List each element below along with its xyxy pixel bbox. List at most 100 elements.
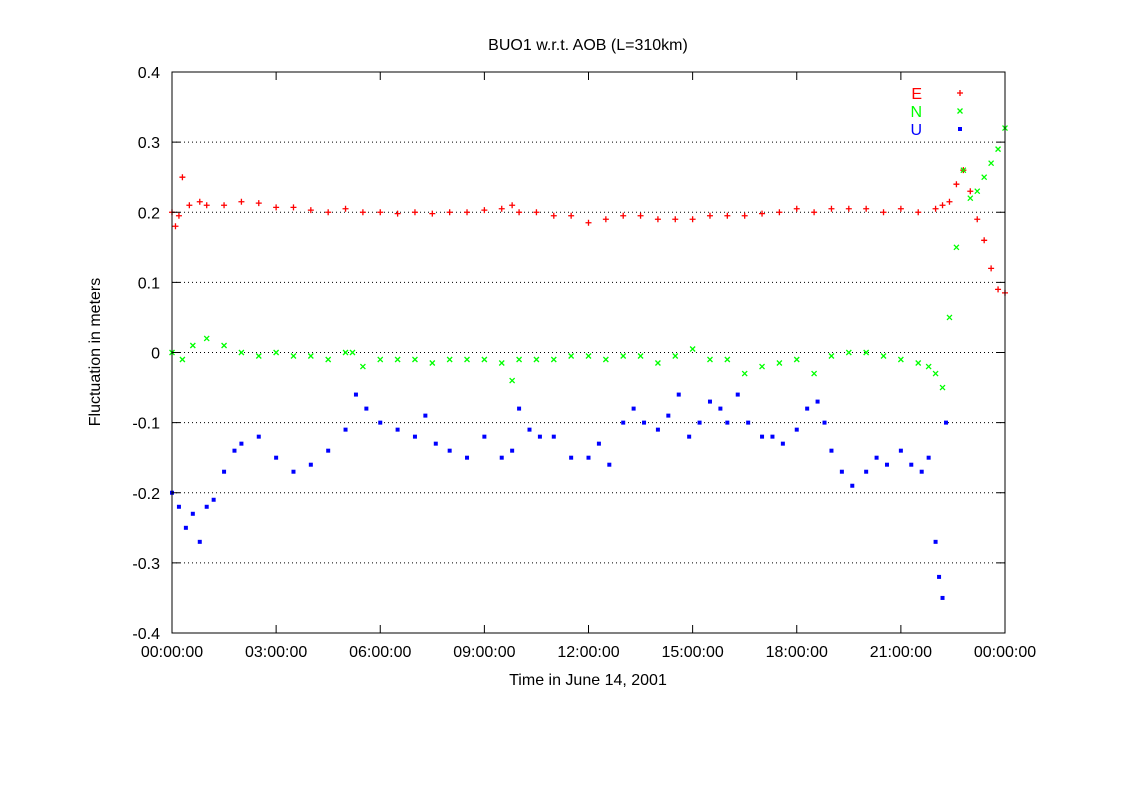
data-point	[933, 539, 938, 544]
data-point	[654, 216, 661, 223]
data-point	[412, 434, 417, 439]
data-point	[725, 420, 730, 425]
data-point	[988, 160, 995, 167]
series-e	[169, 167, 1008, 296]
y-tick-label: 0	[151, 346, 160, 363]
data-point	[741, 370, 748, 377]
data-point	[179, 174, 186, 181]
data-point	[308, 462, 313, 467]
x-tick-label: 00:00:00	[974, 644, 1036, 661]
data-point	[689, 216, 696, 223]
data-point	[326, 448, 331, 453]
data-point	[602, 216, 609, 223]
data-point	[706, 212, 713, 219]
data-point	[197, 539, 202, 544]
data-point	[255, 353, 262, 359]
data-point	[620, 212, 627, 219]
data-point	[423, 413, 428, 418]
data-point	[974, 188, 981, 195]
legend-label: N	[910, 104, 922, 121]
data-point	[631, 406, 636, 411]
data-point	[273, 204, 280, 211]
data-point	[828, 353, 835, 359]
data-point	[642, 420, 647, 425]
data-point	[811, 209, 818, 216]
data-point	[995, 146, 1002, 153]
data-point	[741, 212, 748, 219]
data-point	[377, 209, 384, 216]
data-point	[793, 205, 800, 212]
data-point	[273, 349, 280, 356]
data-point	[221, 342, 228, 349]
data-point	[687, 434, 692, 439]
data-point	[925, 363, 932, 370]
data-point	[290, 353, 297, 359]
data-point	[915, 209, 922, 216]
data-point	[464, 209, 471, 216]
data-point	[433, 441, 438, 446]
data-point	[325, 356, 332, 363]
data-point	[527, 427, 532, 432]
data-point	[203, 202, 210, 209]
data-point	[411, 356, 418, 363]
x-tick-label: 21:00:00	[870, 644, 932, 661]
data-point	[364, 406, 369, 411]
data-point	[776, 209, 783, 216]
data-point	[967, 195, 974, 202]
data-point	[672, 353, 679, 359]
data-point	[620, 353, 627, 359]
data-point	[481, 356, 488, 363]
data-point	[897, 356, 904, 363]
data-point	[550, 356, 557, 363]
data-point	[850, 483, 855, 488]
data-point	[533, 356, 540, 363]
data-point	[828, 205, 835, 212]
data-point	[378, 420, 383, 425]
data-point	[183, 525, 188, 530]
data-point	[829, 448, 834, 453]
data-point	[939, 384, 946, 391]
data-point	[863, 349, 870, 356]
data-point	[255, 200, 262, 207]
x-tick-label: 18:00:00	[766, 644, 828, 661]
data-point	[274, 455, 279, 460]
data-point	[325, 209, 332, 216]
data-point	[186, 202, 193, 209]
data-point	[863, 205, 870, 212]
data-point	[342, 349, 349, 356]
x-tick-label: 09:00:00	[453, 644, 515, 661]
x-axis-label: Time in June 14, 2001	[509, 672, 667, 689]
data-point	[411, 209, 418, 216]
data-point	[666, 413, 671, 418]
legend-marker	[957, 90, 963, 96]
data-point	[568, 212, 575, 219]
data-point	[464, 356, 470, 363]
y-tick-label: 0.1	[138, 275, 160, 292]
legend-marker	[957, 108, 963, 114]
data-point	[974, 216, 981, 223]
y-tick-label: 0.2	[138, 205, 160, 222]
data-point	[960, 167, 967, 174]
data-point	[770, 434, 775, 439]
data-point	[759, 210, 766, 217]
data-point	[481, 207, 488, 214]
data-point	[239, 441, 244, 446]
data-point	[735, 392, 740, 397]
data-point	[897, 205, 904, 212]
gridlines	[172, 141, 1005, 564]
x-axis: 00:00:00 03:00:00 06:00:00 09:00:00 12:00:00…	[141, 72, 1036, 661]
data-point	[509, 202, 516, 209]
y-axis-label: Fluctuation in meters	[87, 278, 104, 427]
data-point	[190, 511, 195, 516]
data-point	[359, 363, 366, 370]
x-tick-label: 00:00:00	[141, 644, 203, 661]
series-n	[169, 125, 1008, 391]
data-point	[822, 420, 827, 425]
data-point	[967, 188, 974, 195]
data-point	[898, 448, 903, 453]
data-point	[880, 209, 887, 216]
legend-label: E	[911, 86, 922, 103]
data-point	[238, 349, 245, 356]
data-point	[811, 370, 818, 377]
